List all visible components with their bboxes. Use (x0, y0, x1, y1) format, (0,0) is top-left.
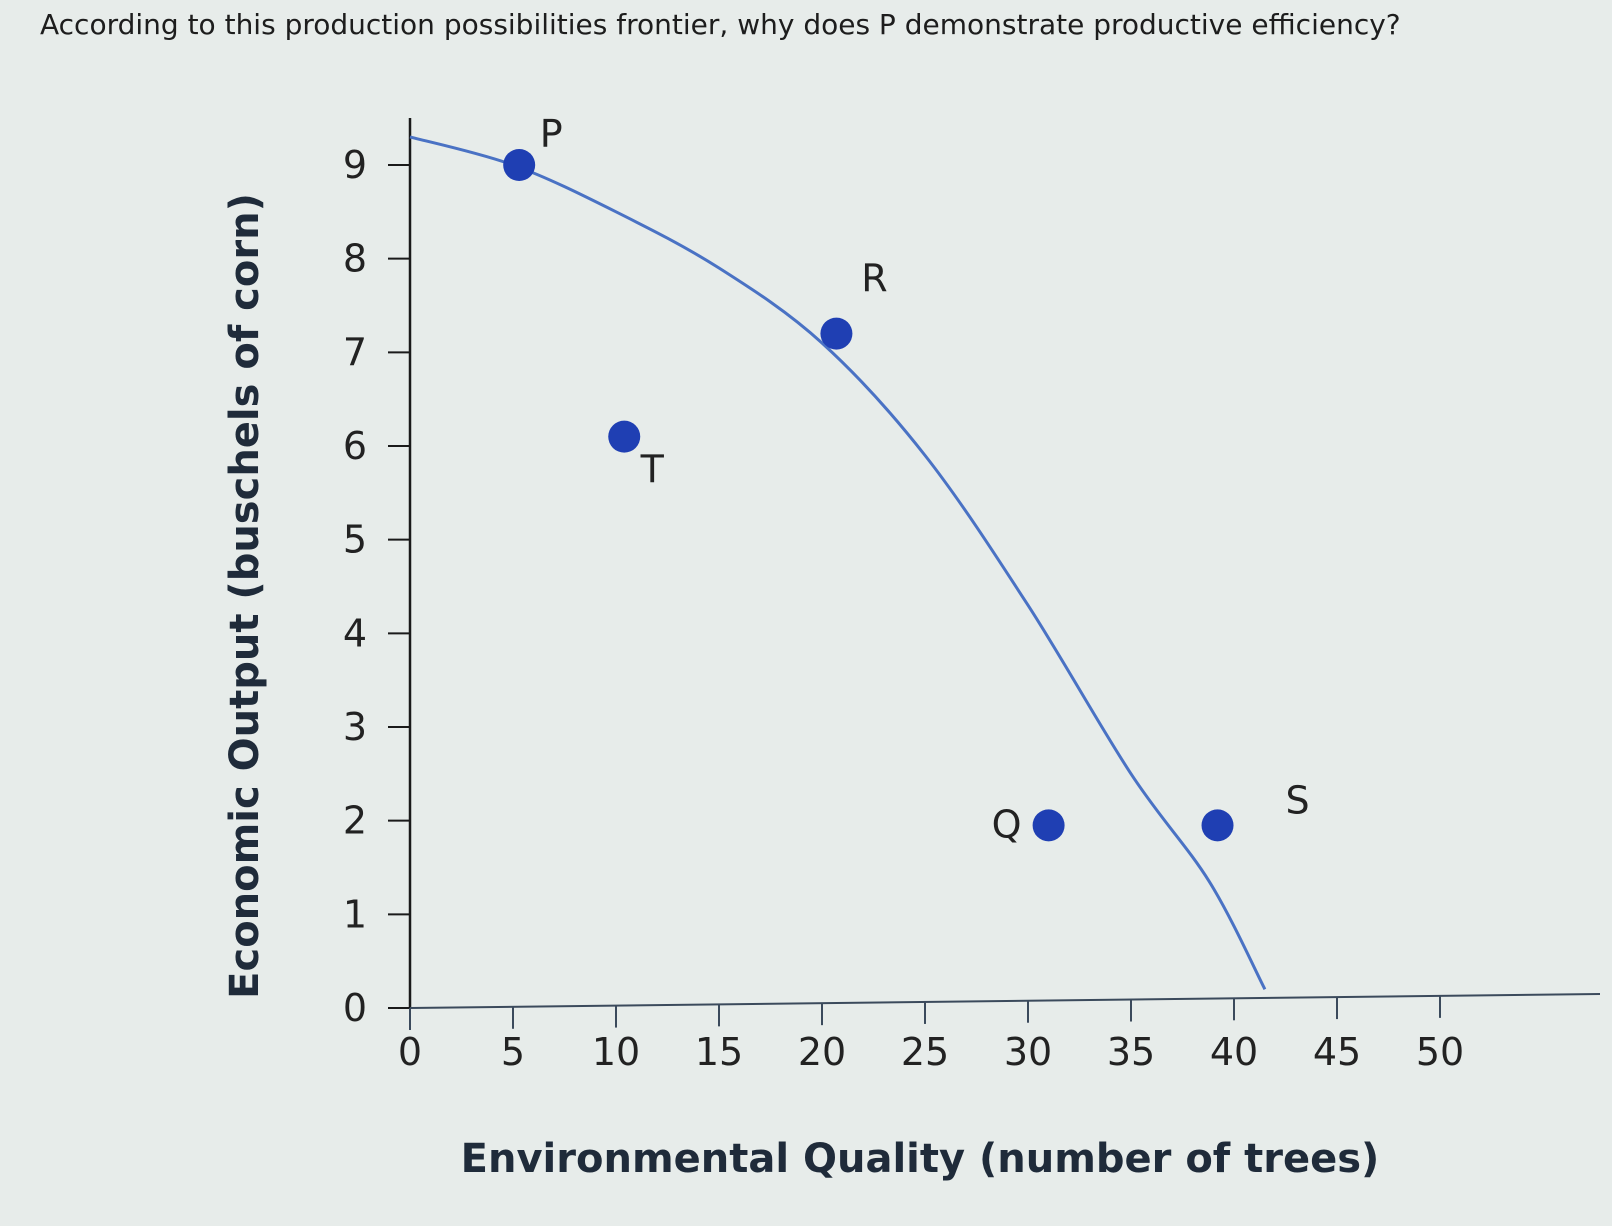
x-tick-label: 15 (695, 1030, 743, 1074)
x-tick-label: 45 (1313, 1030, 1361, 1074)
x-tick-label: 20 (798, 1030, 846, 1074)
y-tick-label: 7 (343, 330, 367, 374)
y-tick-label: 3 (343, 705, 367, 749)
point-label-t: T (640, 448, 665, 492)
axes (408, 118, 1601, 1009)
x-tick-label: 0 (398, 1030, 422, 1074)
point-label-q: Q (992, 802, 1022, 846)
x-tick-label: 30 (1004, 1030, 1052, 1074)
point-p (503, 149, 536, 181)
point-r (820, 317, 853, 350)
x-ticks: 0 5 10 15 20 25 30 35 40 45 50 (398, 995, 1464, 1074)
x-tick-label: 40 (1210, 1030, 1258, 1074)
question-text: According to this production possibiliti… (40, 8, 1401, 41)
x-tick-label: 10 (592, 1030, 640, 1074)
x-axis-line (409, 993, 1601, 1009)
y-tick-label: 5 (343, 518, 367, 562)
point-label-r: R (861, 257, 887, 301)
y-tick-label: 1 (343, 892, 367, 936)
point-t (608, 420, 641, 453)
x-tick-label: 5 (501, 1030, 525, 1074)
y-tick-label: 4 (343, 611, 367, 655)
y-tick-label: 8 (343, 237, 367, 281)
point-q (1032, 809, 1065, 842)
x-tick-label: 50 (1416, 1030, 1464, 1074)
x-axis-label: Environmental Quality (number of trees) (461, 1136, 1380, 1182)
point-label-s: S (1285, 778, 1309, 822)
y-tick-label: 0 (343, 986, 367, 1030)
points-group: P R T Q S (503, 112, 1310, 846)
y-tick-label: 9 (343, 143, 367, 187)
point-s (1201, 809, 1234, 842)
x-tick-label: 25 (901, 1030, 949, 1074)
x-tick-label: 35 (1107, 1030, 1155, 1074)
ppf-curve-group (409, 135, 1267, 990)
point-label-p: P (540, 112, 563, 156)
ppf-curve-line (409, 135, 1267, 990)
y-ticks: 0 1 2 3 4 5 6 7 8 9 (343, 143, 410, 1030)
y-tick-label: 6 (343, 424, 367, 468)
y-tick-label: 2 (343, 799, 367, 843)
y-axis-label: Economic Output (buschels of corn) (222, 193, 268, 999)
